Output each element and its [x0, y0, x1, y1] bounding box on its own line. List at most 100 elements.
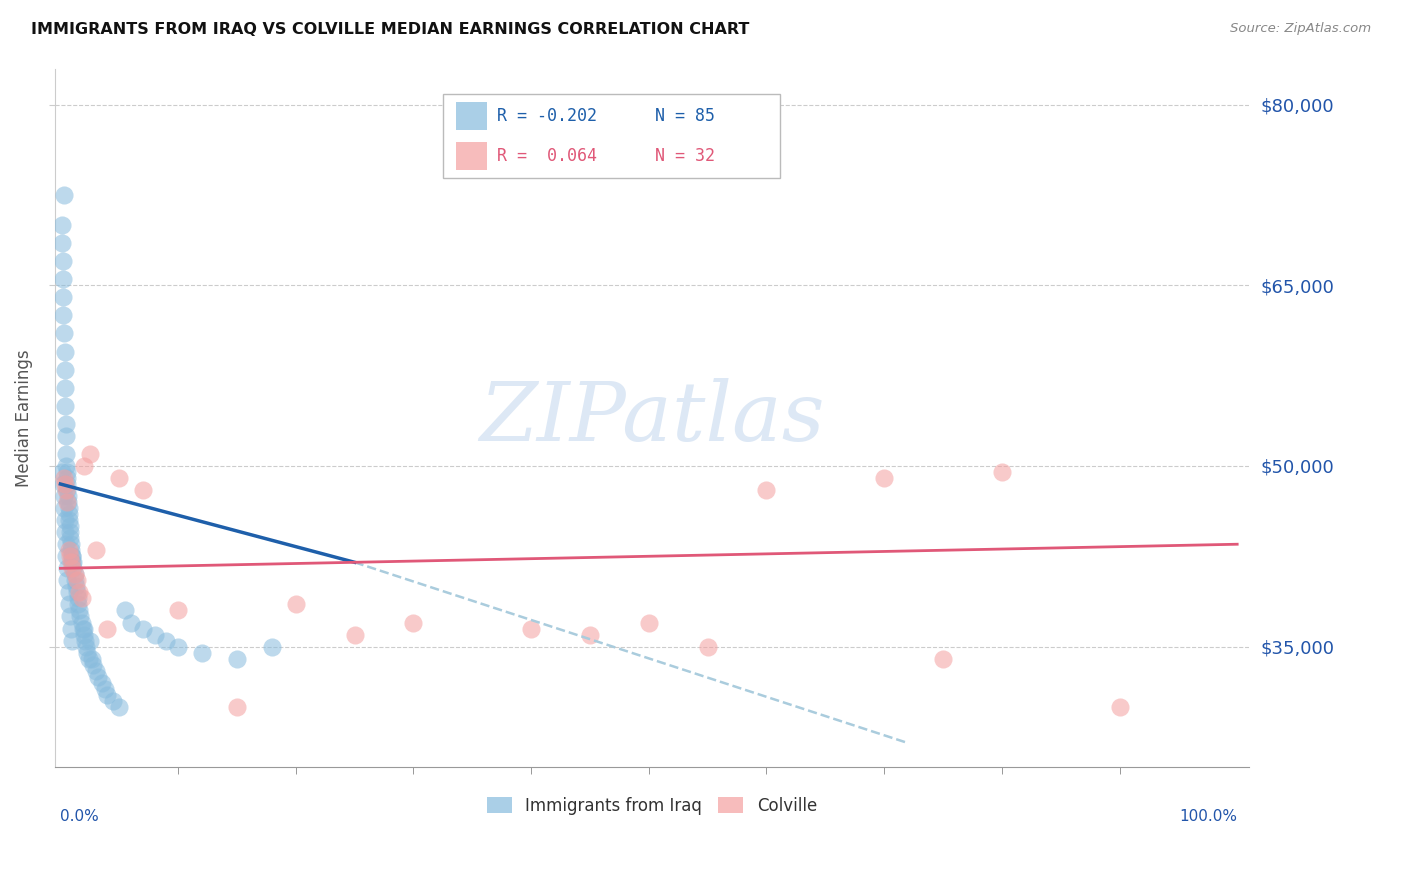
Point — [67, 598, 90, 612]
Point — [114, 603, 136, 617]
Point — [84, 543, 107, 558]
Point — [55, 537, 77, 551]
Point — [94, 681, 117, 696]
Point — [58, 598, 80, 612]
Point — [53, 525, 76, 540]
Point — [58, 501, 80, 516]
FancyBboxPatch shape — [457, 142, 486, 169]
Point — [108, 471, 131, 485]
Point — [66, 585, 89, 599]
Point — [59, 531, 82, 545]
Text: 100.0%: 100.0% — [1180, 809, 1237, 824]
Point — [262, 640, 284, 654]
Point — [65, 579, 87, 593]
Point — [132, 483, 155, 497]
Point — [52, 290, 75, 304]
Point — [53, 399, 76, 413]
Point — [167, 640, 190, 654]
Point — [108, 699, 131, 714]
Point — [52, 489, 75, 503]
Point — [60, 555, 83, 569]
Point — [96, 622, 118, 636]
Point — [56, 489, 79, 503]
Point — [55, 447, 77, 461]
Legend: Immigrants from Iraq, Colville: Immigrants from Iraq, Colville — [479, 790, 824, 822]
Point — [58, 513, 80, 527]
Point — [70, 591, 93, 606]
Point — [55, 417, 77, 431]
Point — [67, 603, 90, 617]
Point — [51, 465, 73, 479]
Point — [60, 549, 83, 564]
Text: N = 85: N = 85 — [655, 107, 716, 125]
Point — [77, 651, 100, 665]
Point — [62, 555, 84, 569]
Point — [755, 483, 778, 497]
Point — [873, 471, 896, 485]
Point — [58, 585, 80, 599]
Point — [56, 561, 79, 575]
Point — [84, 664, 107, 678]
Point — [696, 640, 718, 654]
Point — [52, 326, 75, 341]
Point — [579, 627, 602, 641]
Point — [59, 543, 82, 558]
Point — [53, 344, 76, 359]
Point — [75, 633, 97, 648]
Point — [55, 483, 77, 497]
Point — [70, 615, 93, 630]
Point — [59, 525, 82, 540]
Point — [56, 477, 79, 491]
FancyBboxPatch shape — [457, 103, 486, 130]
Text: ZIPatlas: ZIPatlas — [479, 378, 824, 458]
Point — [59, 549, 82, 564]
Point — [58, 543, 80, 558]
Point — [79, 447, 101, 461]
Text: N = 32: N = 32 — [655, 146, 716, 164]
Point — [67, 591, 90, 606]
Y-axis label: Median Earnings: Median Earnings — [15, 349, 32, 487]
Point — [63, 567, 86, 582]
Point — [53, 513, 76, 527]
Point — [60, 561, 83, 575]
Point — [69, 609, 91, 624]
Point — [1108, 699, 1130, 714]
Point — [56, 495, 79, 509]
Point — [55, 429, 77, 443]
Point — [226, 699, 249, 714]
Point — [56, 495, 79, 509]
Point — [932, 651, 955, 665]
Point — [73, 458, 96, 473]
Point — [67, 585, 90, 599]
Point — [73, 622, 96, 636]
Point — [120, 615, 142, 630]
Point — [52, 272, 75, 286]
Text: R =  0.064: R = 0.064 — [496, 146, 598, 164]
FancyBboxPatch shape — [443, 94, 780, 178]
Point — [59, 537, 82, 551]
Point — [53, 362, 76, 376]
Point — [56, 465, 79, 479]
Point — [52, 471, 75, 485]
Point — [637, 615, 659, 630]
Point — [56, 471, 79, 485]
Point — [63, 567, 86, 582]
Point — [58, 507, 80, 521]
Text: IMMIGRANTS FROM IRAQ VS COLVILLE MEDIAN EARNINGS CORRELATION CHART: IMMIGRANTS FROM IRAQ VS COLVILLE MEDIAN … — [31, 22, 749, 37]
Point — [60, 549, 83, 564]
Point — [60, 633, 83, 648]
Point — [87, 670, 110, 684]
Point — [79, 633, 101, 648]
Point — [66, 574, 89, 588]
Point — [53, 381, 76, 395]
Point — [132, 622, 155, 636]
Point — [52, 477, 75, 491]
Text: R = -0.202: R = -0.202 — [496, 107, 598, 125]
Point — [155, 633, 177, 648]
Point — [520, 622, 543, 636]
Point — [143, 627, 166, 641]
Point — [62, 561, 84, 575]
Point — [73, 627, 96, 641]
Text: Source: ZipAtlas.com: Source: ZipAtlas.com — [1230, 22, 1371, 36]
Point — [226, 651, 249, 665]
